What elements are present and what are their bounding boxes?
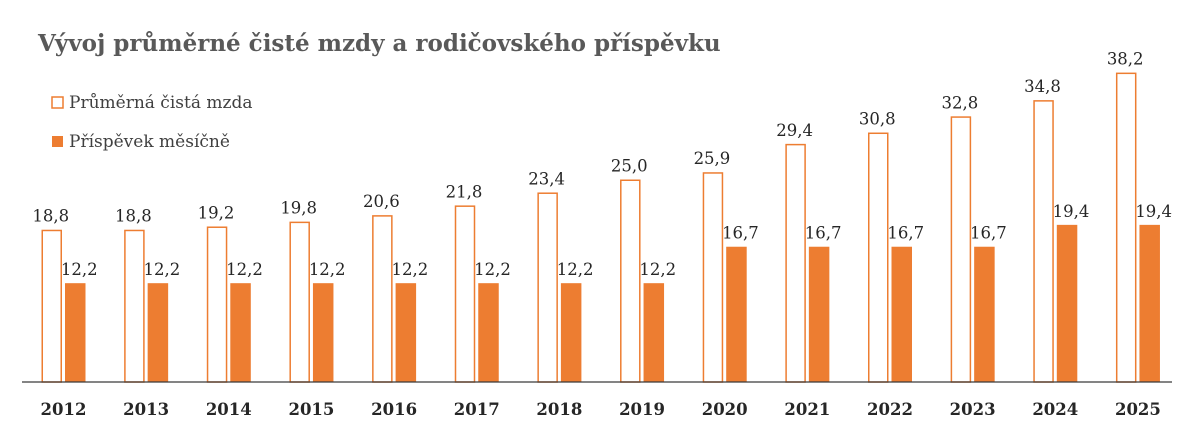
bar-wage-2019 (620, 179, 641, 383)
bar-allowance-2012 (65, 283, 86, 382)
chart-title: Vývoj průměrné čisté mzdy a rodičovského… (37, 30, 721, 57)
value-label-allowance-2022: 16,7 (887, 224, 924, 243)
x-tick-2012: 2012 (41, 400, 87, 419)
value-label-wage-2020: 25,9 (694, 149, 731, 168)
value-label-wage-2021: 29,4 (776, 121, 813, 140)
bar-wage-2016 (372, 215, 393, 383)
value-label-allowance-2019: 12,2 (639, 260, 676, 279)
bar-wage-2021 (785, 143, 806, 383)
bar-allowance-2022 (891, 246, 912, 382)
value-label-allowance-2015: 12,2 (309, 260, 346, 279)
bar-wage-2024 (1033, 100, 1054, 383)
bar-allowance-2019 (643, 283, 665, 382)
value-label-allowance-2016: 12,2 (391, 260, 428, 279)
value-label-allowance-2017: 12,2 (474, 260, 511, 279)
value-label-wage-2014: 19,2 (198, 203, 235, 222)
x-tick-2015: 2015 (288, 400, 334, 419)
bar-allowance-2020 (726, 246, 747, 382)
value-label-allowance-2012: 12,2 (61, 260, 98, 279)
value-label-allowance-2013: 12,2 (144, 260, 181, 279)
bar-wage-2020 (702, 172, 724, 383)
value-labels: 18,8 12,2 18,8 12,2 19,2 12,2 19,8 12,2 20,6 12,2… (32, 50, 1172, 280)
value-label-wage-2024: 34,8 (1024, 77, 1061, 96)
x-tick-2018: 2018 (536, 400, 582, 419)
value-label-wage-2015: 19,8 (280, 199, 317, 218)
bar-wage-2013 (124, 229, 145, 383)
bar-wage-2014 (206, 226, 228, 383)
legend-swatch-wage (51, 96, 64, 109)
bar-allowance-2023 (974, 246, 995, 382)
value-label-wage-2016: 20,6 (363, 192, 400, 211)
bar-allowance-2024 (1056, 224, 1078, 382)
bar-allowance-2018 (560, 283, 582, 382)
value-label-allowance-2024: 19,4 (1053, 202, 1090, 221)
bar-allowance-2021 (808, 246, 830, 382)
legend-label-allowance: Příspěvek měsíčně (69, 132, 230, 152)
x-axis-ticks: 2012 2013 2014 2015 2016 2017 2018 2019 2020 2021… (41, 400, 1161, 419)
x-tick-2017: 2017 (454, 400, 500, 419)
x-tick-2025: 2025 (1115, 400, 1161, 419)
x-tick-2019: 2019 (619, 400, 665, 419)
x-tick-2013: 2013 (123, 400, 169, 419)
value-label-wage-2012: 18,8 (32, 207, 69, 226)
x-tick-2023: 2023 (950, 400, 996, 419)
x-tick-2022: 2022 (867, 400, 913, 419)
bar-wage-2015 (289, 221, 310, 383)
value-label-allowance-2021: 16,7 (805, 224, 842, 243)
x-tick-2020: 2020 (702, 400, 748, 419)
bar-wage-2017 (454, 205, 476, 383)
value-label-allowance-2014: 12,2 (226, 260, 263, 279)
value-label-wage-2019: 25,0 (611, 157, 648, 176)
value-label-wage-2013: 18,8 (115, 207, 152, 226)
bar-wage-2018 (537, 192, 558, 383)
x-tick-2024: 2024 (1032, 400, 1078, 419)
value-label-wage-2018: 23,4 (528, 169, 565, 188)
value-label-allowance-2020: 16,7 (722, 224, 759, 243)
x-tick-2016: 2016 (371, 400, 417, 419)
bars (41, 72, 1160, 383)
bar-allowance-2017 (478, 283, 499, 382)
value-label-wage-2025: 38,2 (1107, 50, 1144, 69)
legend: Průměrná čistá mzda Příspěvek měsíčně (51, 93, 252, 152)
value-label-wage-2022: 30,8 (859, 110, 896, 129)
bar-wage-2025 (1115, 72, 1137, 383)
legend-swatch-allowance (52, 136, 63, 147)
value-label-allowance-2018: 12,2 (557, 260, 594, 279)
bar-allowance-2016 (395, 283, 417, 382)
bar-allowance-2015 (312, 283, 334, 382)
value-label-wage-2023: 32,8 (942, 93, 979, 112)
bar-wage-2023 (950, 116, 972, 383)
bar-allowance-2014 (230, 283, 251, 382)
bar-allowance-2013 (147, 283, 169, 382)
value-label-allowance-2025: 19,4 (1135, 202, 1172, 221)
bar-allowance-2025 (1139, 224, 1160, 382)
bar-wage-2012 (41, 229, 62, 383)
x-tick-2021: 2021 (784, 400, 830, 419)
x-tick-2014: 2014 (206, 400, 252, 419)
value-label-allowance-2023: 16,7 (970, 224, 1007, 243)
bar-wage-2022 (868, 132, 889, 383)
value-label-wage-2017: 21,8 (446, 182, 483, 201)
legend-label-wage: Průměrná čistá mzda (69, 93, 252, 113)
